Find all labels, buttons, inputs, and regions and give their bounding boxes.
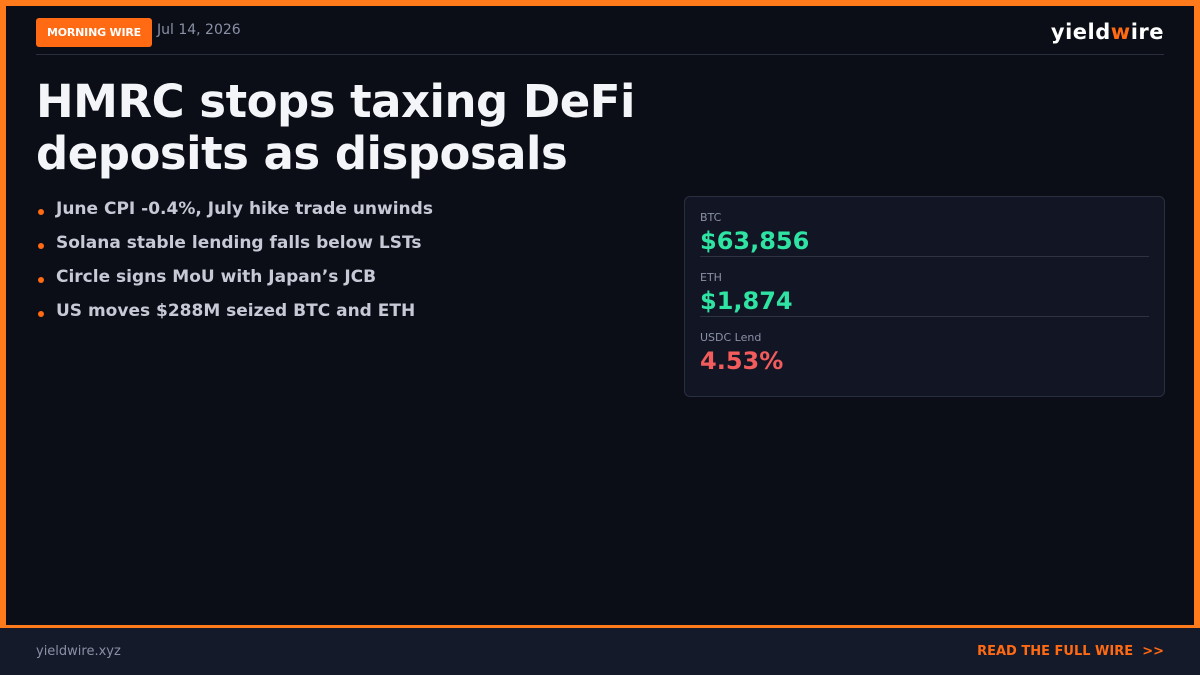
cta-text[interactable]: READ THE FULL WIRE	[977, 644, 1134, 659]
footer: yieldwire.xyz READ THE FULL WIRE >>	[0, 625, 1200, 675]
brand-part: yield	[1050, 20, 1111, 44]
frame-border	[0, 0, 1200, 627]
headline-line: deposits as disposals	[36, 127, 568, 180]
stat-label: USDC Lend	[700, 331, 762, 344]
bullet: June CPI -0.4%, July hike trade unwinds	[36, 196, 433, 230]
headline-line: HMRC stops taxing DeFi	[36, 75, 635, 128]
stat-value: 4.53%	[700, 347, 784, 375]
stat: BTC $63,856	[700, 197, 1149, 257]
bullet: Circle signs MoU with Japan’s JCB	[36, 264, 433, 298]
date: Jul 14, 2026	[157, 22, 241, 38]
badge: MORNING WIRE	[36, 18, 152, 47]
cta-arrow[interactable]: >>	[1142, 644, 1164, 659]
stat-value: $1,874	[700, 287, 793, 315]
brand: yieldwire	[1051, 20, 1164, 44]
headline: HMRC stops taxing DeFi deposits as dispo…	[36, 76, 635, 180]
bullet: US moves $288M seized BTC and ETH	[36, 298, 433, 332]
stat-label: ETH	[700, 271, 722, 284]
stats-card: BTC $63,856 ETH $1,874 USDC Lend 4.53%	[684, 196, 1165, 397]
bullet: Solana stable lending falls below LSTs	[36, 230, 433, 264]
brand-accent: w	[1110, 20, 1131, 44]
stat-label: BTC	[700, 211, 722, 224]
cta-link[interactable]: READ THE FULL WIRE >>	[977, 644, 1164, 659]
brand-part: ire	[1130, 20, 1164, 44]
stat: USDC Lend 4.53%	[700, 317, 1149, 377]
site-link[interactable]: yieldwire.xyz	[36, 644, 121, 659]
stat-value: $63,856	[700, 227, 810, 255]
stat: ETH $1,874	[700, 257, 1149, 317]
divider	[36, 54, 1164, 55]
bullet-list: June CPI -0.4%, July hike trade unwinds …	[36, 196, 433, 332]
